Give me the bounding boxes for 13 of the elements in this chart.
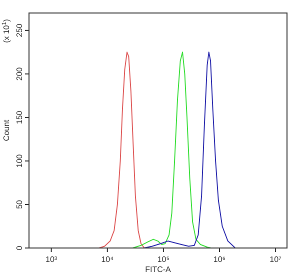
y-tick-label: 50: [15, 199, 24, 209]
x-axis-title: FITC-A: [145, 265, 172, 274]
x-tick-label: 10⁶: [213, 255, 226, 264]
y-tick-label: 100: [15, 154, 24, 168]
x-tick-label: 10⁴: [101, 255, 114, 264]
x-tick-label: 10³: [46, 255, 58, 264]
y-axis-title: Count: [2, 119, 11, 142]
y-tick-label: 0: [15, 245, 24, 250]
y-tick-label: 250: [15, 23, 24, 38]
x-tick-label: 10⁵: [157, 255, 170, 264]
x-tick-label: 10⁷: [270, 255, 282, 264]
y-tick-label: 200: [15, 66, 24, 81]
y-tick-label: 150: [15, 110, 24, 124]
